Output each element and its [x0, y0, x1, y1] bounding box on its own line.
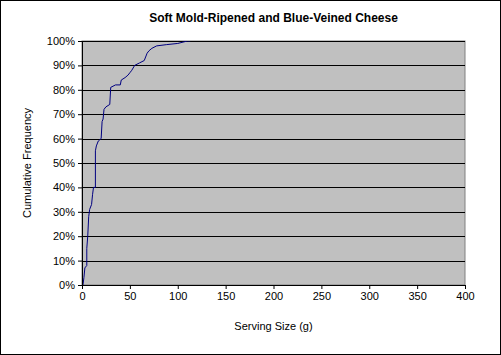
y-tick-mark [78, 163, 82, 164]
grid-line [82, 236, 465, 237]
x-tick: 200 [265, 285, 283, 302]
y-tick: 30% [53, 206, 82, 218]
x-tick: 350 [408, 285, 426, 302]
grid-line [82, 41, 465, 42]
y-tick-label: 90% [53, 59, 75, 71]
y-tick-label: 80% [53, 84, 75, 96]
y-axis-title: Cumulative Frequency [21, 107, 33, 218]
x-tick: 100 [169, 285, 187, 302]
x-tick-mark [226, 285, 227, 289]
x-axis: 0 50 100 150 200 250 300 350 400 [79, 285, 474, 302]
x-tick-label: 400 [456, 290, 474, 302]
x-tick: 150 [217, 285, 235, 302]
y-tick-mark [78, 212, 82, 213]
y-tick: 70% [53, 108, 82, 120]
x-tick: 400 [456, 285, 474, 302]
grid-line [82, 139, 465, 140]
grid-line [82, 212, 465, 213]
y-tick: 40% [53, 181, 82, 193]
x-tick-label: 200 [265, 290, 283, 302]
x-tick-mark [417, 285, 418, 289]
grid-line [82, 65, 465, 66]
x-tick-mark [321, 285, 322, 289]
y-tick-label: 60% [53, 133, 75, 145]
x-axis-title: Serving Size (g) [234, 320, 312, 332]
x-tick-label: 100 [169, 290, 187, 302]
y-tick-mark [78, 41, 82, 42]
y-tick-mark [78, 65, 82, 66]
grid-line [82, 187, 465, 188]
marks [83, 41, 190, 285]
y-tick: 100% [47, 35, 82, 47]
x-tick-mark [274, 285, 275, 289]
y-tick: 60% [53, 133, 82, 145]
y-tick-label: 30% [53, 206, 75, 218]
y-tick-mark [78, 139, 82, 140]
y-tick-label: 20% [53, 230, 75, 242]
y-axis: 0% 10% 20% 30% 40% 50% 60% 70% 80% 90% 100% [47, 35, 83, 291]
x-tick: 50 [124, 285, 136, 302]
x-tick: 0 [79, 285, 85, 302]
y-tick: 50% [53, 157, 82, 169]
x-tick: 300 [361, 285, 379, 302]
grid-line [82, 90, 465, 91]
grid-line [82, 163, 465, 164]
y-tick-label: 70% [53, 108, 75, 120]
y-tick-label: 10% [53, 255, 75, 267]
y-tick-label: 100% [47, 35, 75, 47]
y-tick: 90% [53, 59, 82, 71]
title: Soft Mold-Ripened and Blue-Veined Cheese [149, 11, 398, 25]
x-tick-label: 50 [124, 290, 136, 302]
y-axis-line [78, 42, 83, 286]
y-tick-mark [78, 236, 82, 237]
x-tick-label: 250 [313, 290, 331, 302]
x-axis-line [83, 286, 466, 290]
x-tick-mark [369, 285, 370, 289]
grid [82, 42, 465, 286]
x-tick-mark [130, 285, 131, 289]
grid-line [82, 261, 465, 262]
y-tick-label: 50% [53, 157, 75, 169]
x-tick-label: 300 [361, 290, 379, 302]
y-tick-label: 40% [53, 181, 75, 193]
y-tick: 80% [53, 84, 82, 96]
y-tick-mark [78, 187, 82, 188]
plot-area [82, 41, 465, 285]
x-tick-mark [178, 285, 179, 289]
y-tick: 10% [53, 255, 82, 267]
y-tick-mark [78, 114, 82, 115]
x-tick-mark [465, 285, 466, 289]
x-tick-label: 0 [79, 290, 85, 302]
x-tick: 250 [313, 285, 331, 302]
y-tick-mark [78, 90, 82, 91]
y-tick-mark [78, 261, 82, 262]
y-tick: 20% [53, 230, 82, 242]
y-tick-mark [78, 285, 82, 286]
grid-line [82, 114, 465, 115]
x-tick-label: 150 [217, 290, 235, 302]
y-tick-label: 0% [59, 279, 75, 291]
x-tick-mark [82, 285, 83, 289]
x-tick-label: 350 [408, 290, 426, 302]
chart-frame [1, 1, 501, 355]
series-line [83, 41, 190, 285]
chart: 0% 10% 20% 30% 40% 50% 60% 70% 80% 90% 100% 0 50 100 1… [0, 0, 501, 355]
